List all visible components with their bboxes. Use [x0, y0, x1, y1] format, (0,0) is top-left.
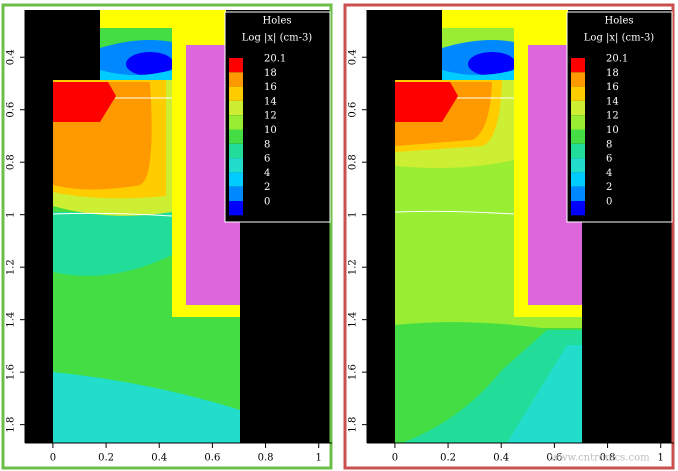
- legend-swatch: [571, 100, 585, 116]
- legend-swatch: [571, 143, 585, 159]
- legend-label: 14: [264, 96, 277, 107]
- legend-swatch: [229, 72, 243, 87]
- legend-swatch: [571, 58, 585, 73]
- x-tick-label: 0: [50, 453, 56, 464]
- legend-swatch: [571, 158, 585, 173]
- x-tick-label: 1: [658, 453, 664, 464]
- legend-unit: Log |x| (cm-3): [584, 33, 655, 44]
- legend-label: 6: [264, 154, 270, 165]
- legend-swatch: [571, 201, 585, 216]
- y-tick-label: 0.8: [6, 154, 17, 170]
- x-tick-label: 0.6: [546, 453, 562, 464]
- x-tick-label: 0: [392, 453, 398, 464]
- x-tick-label: 0.8: [600, 453, 616, 464]
- legend-label: 4: [264, 168, 270, 179]
- y-tick-label: 1.8: [6, 417, 17, 433]
- y-tick-label: 1: [6, 212, 17, 218]
- legend-label: 2: [264, 182, 270, 193]
- panel-border: [343, 3, 675, 470]
- legend-label: 16: [606, 82, 619, 93]
- legend-label: 0: [606, 197, 612, 208]
- x-tick-label: 0.4: [151, 453, 167, 464]
- legend-label: 8: [264, 139, 270, 150]
- legend-label: 18: [606, 68, 619, 79]
- y-tick-label: 0.4: [6, 49, 17, 65]
- legend-swatch: [571, 115, 585, 130]
- legend-swatch: [571, 186, 585, 201]
- legend-label: 8: [606, 139, 612, 150]
- legend-label: 20.1: [264, 54, 286, 65]
- legend-swatch: [229, 86, 243, 101]
- panel: 0.4 0.6 0.8 1 1.2 1.4 1.6 1.8 0 0.2 0.4 0.6 0.8 1 Hole…: [343, 3, 675, 470]
- y-tick-label: 1.4: [6, 312, 17, 328]
- legend-label: 4: [606, 168, 612, 179]
- y-tick-label: 0.8: [348, 154, 359, 170]
- legend: Holes Log |x| (cm-3) 20.1 18 16 14 12 10 8 6 4 2 0: [566, 11, 673, 223]
- legend-label: 12: [606, 111, 619, 122]
- y-tick-label: 1.2: [348, 259, 359, 275]
- legend-label: 10: [264, 125, 277, 136]
- panel-border: [1, 3, 333, 470]
- legend-swatch: [229, 143, 243, 159]
- panel: 0.4 0.6 0.8 1 1.2 1.4 1.6 1.8 0 0.2 0.4 0.6 0.8 1 Hole…: [1, 3, 333, 470]
- legend-label: 10: [606, 125, 619, 136]
- legend-swatch: [229, 100, 243, 116]
- legend-swatch: [229, 186, 243, 201]
- y-tick-label: 1.8: [348, 417, 359, 433]
- watermark: www.cntronics.com: [550, 453, 650, 464]
- y-tick-label: 0.4: [348, 49, 359, 65]
- x-tick-label: 0.8: [258, 453, 274, 464]
- y-tick-label: 1.4: [348, 312, 359, 328]
- legend-title: Holes: [263, 16, 292, 27]
- legend-label: 2: [606, 182, 612, 193]
- legend-label: 12: [264, 111, 277, 122]
- x-tick-label: 0.2: [440, 453, 456, 464]
- legend-swatch: [571, 172, 585, 187]
- y-tick-label: 0.6: [348, 102, 359, 118]
- y-tick-label: 1.6: [6, 364, 17, 380]
- legend-swatch: [229, 58, 243, 73]
- x-tick-label: 0.2: [98, 453, 114, 464]
- legend-label: 14: [606, 96, 619, 107]
- y-tick-label: 1.2: [6, 259, 17, 275]
- legend-label: 18: [264, 68, 277, 79]
- legend-unit: Log |x| (cm-3): [242, 33, 313, 44]
- legend-swatch: [229, 172, 243, 187]
- y-tick-label: 0.6: [6, 102, 17, 118]
- legend-label: 0: [264, 197, 270, 208]
- legend-swatch: [571, 86, 585, 101]
- legend: Holes Log |x| (cm-3) 20.1 18 16 14 12 10 8 6 4 2 0: [224, 11, 331, 223]
- legend-swatch: [229, 201, 243, 216]
- legend-label: 16: [264, 82, 277, 93]
- legend-swatch: [571, 72, 585, 87]
- y-tick-label: 1: [348, 212, 359, 218]
- legend-title: Holes: [605, 16, 634, 27]
- legend-swatch: [571, 129, 585, 144]
- x-tick-label: 0.4: [493, 453, 509, 464]
- legend-label: 20.1: [606, 54, 628, 65]
- legend-swatch: [229, 115, 243, 130]
- legend-swatch: [229, 129, 243, 144]
- legend-swatch: [229, 158, 243, 173]
- legend-label: 6: [606, 154, 612, 165]
- x-tick-label: 1: [316, 453, 322, 464]
- y-tick-label: 1.6: [348, 364, 359, 380]
- x-tick-label: 0.6: [204, 453, 220, 464]
